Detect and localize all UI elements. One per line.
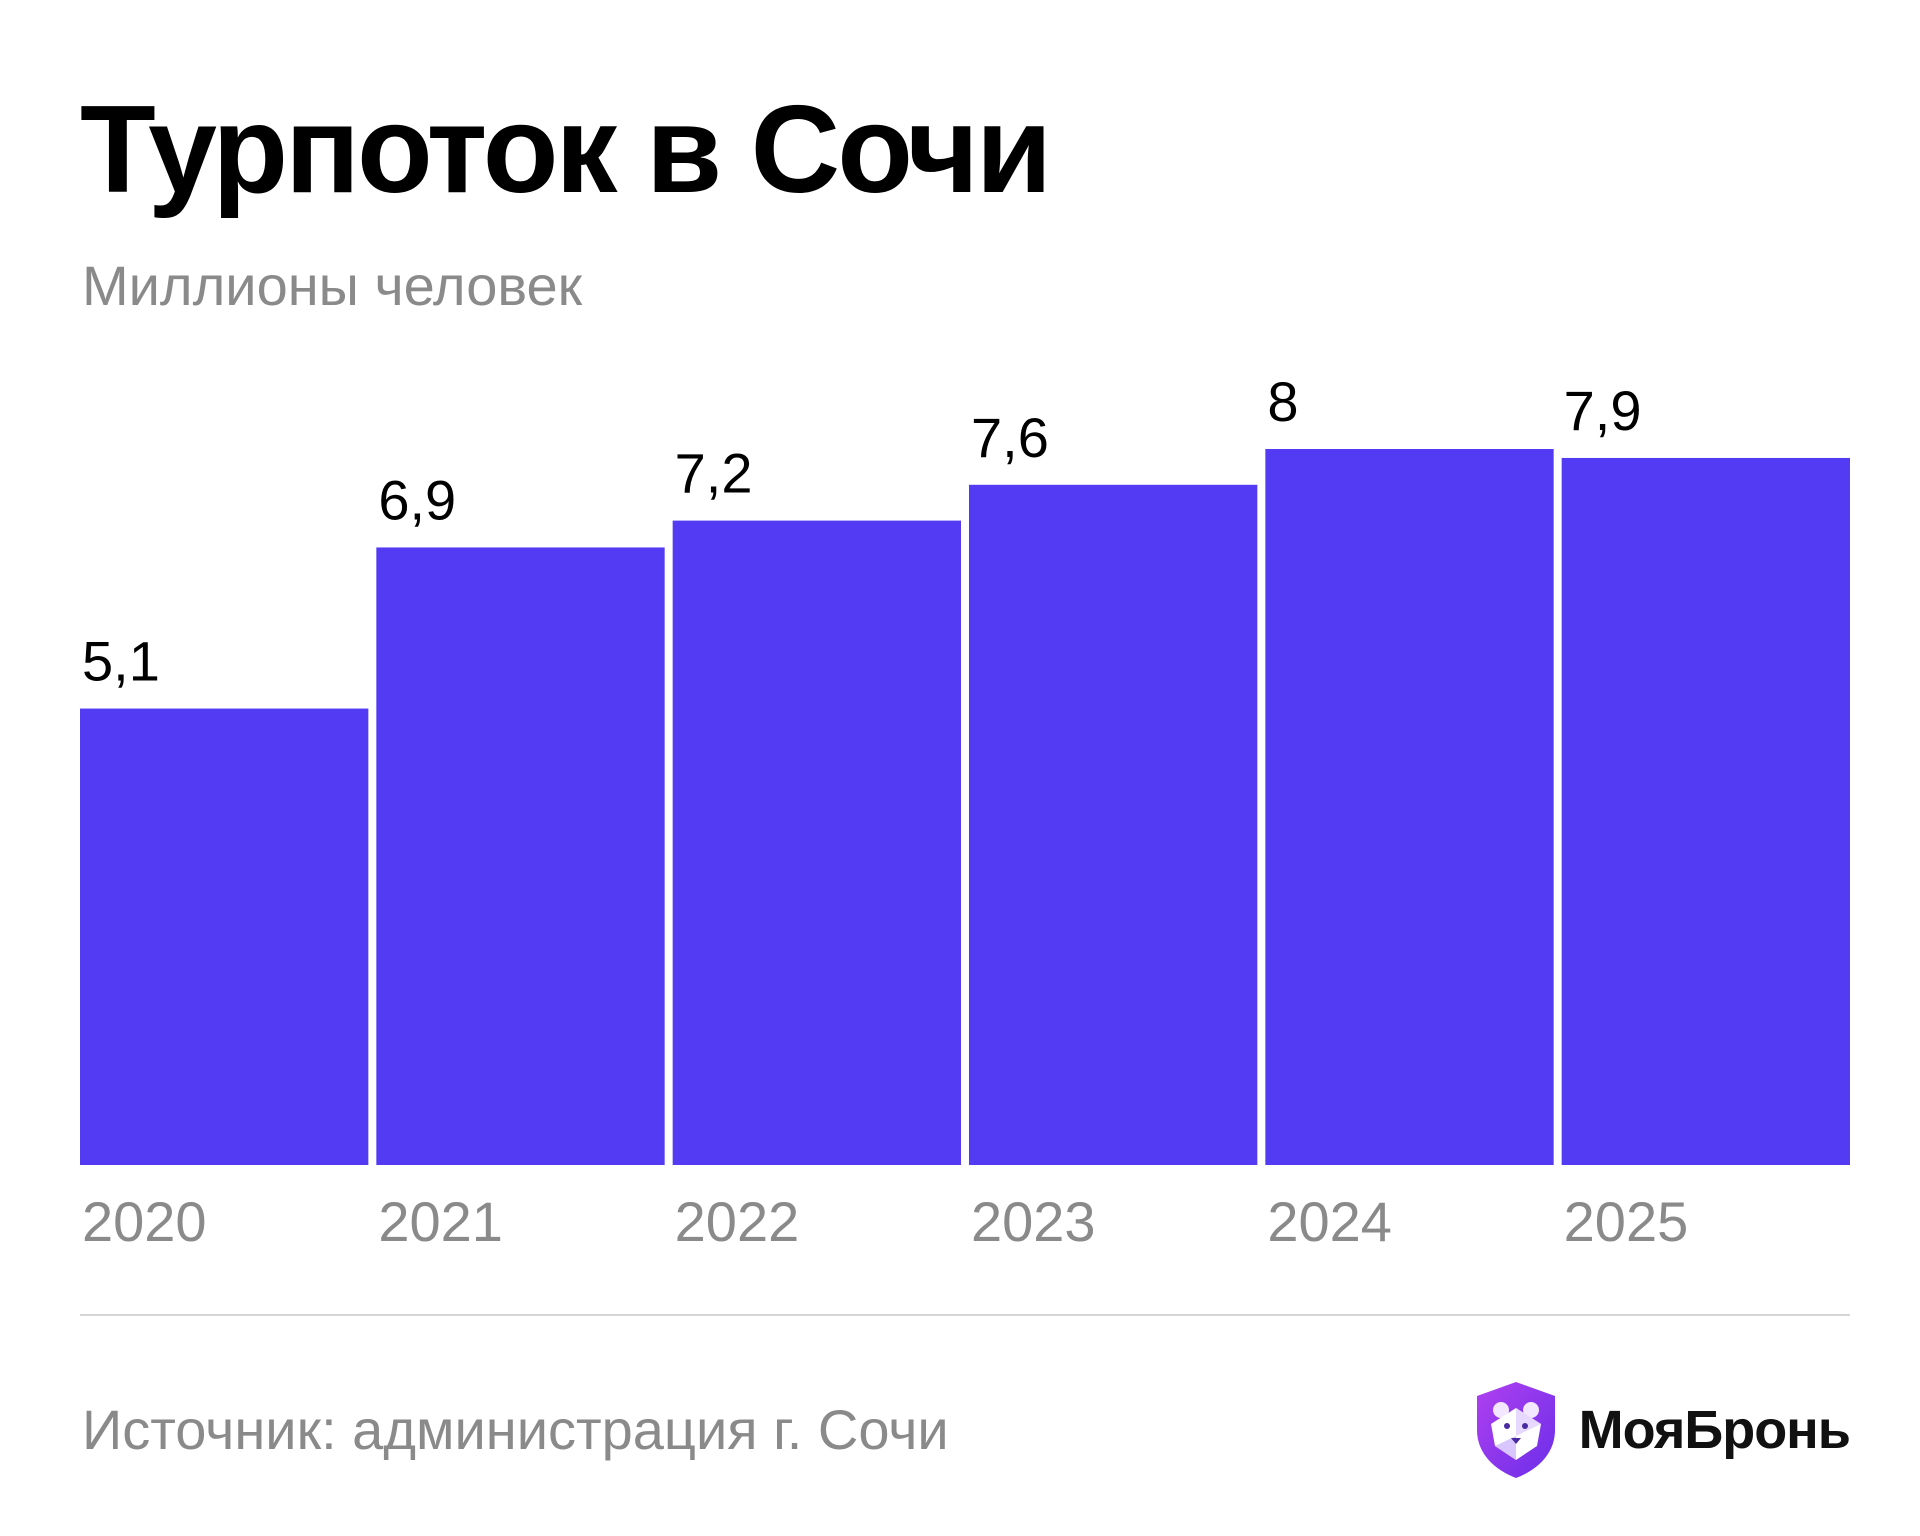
value-label-2025: 7,9: [1564, 379, 1642, 442]
source-note: Источник: администрация г. Сочи: [82, 1398, 949, 1461]
bar-2025: [1561, 457, 1850, 1165]
category-label-2023: 2023: [971, 1190, 1096, 1253]
bar-chart: 5,16,9 7,27,68 7,9 2020 2021 2022 2023 2024 202…: [80, 370, 1850, 1253]
bars-group: [80, 449, 1850, 1165]
bar-2022: [672, 520, 961, 1165]
brand: МояБронь: [1473, 1380, 1851, 1480]
chart-subtitle: Миллионы человек: [82, 254, 583, 317]
value-label-2023: 7,6: [971, 406, 1049, 469]
category-label-2020: 2020: [82, 1190, 207, 1253]
category-labels-group: 2020 2021 2022 2023 2024 2025: [82, 1190, 1688, 1253]
bar-2021: [376, 547, 665, 1165]
value-label-2022: 7,2: [675, 442, 753, 505]
bear-shield-icon: [1476, 1382, 1555, 1478]
bar-2024: [1265, 449, 1554, 1165]
category-label-2025: 2025: [1564, 1190, 1689, 1253]
category-label-2022: 2022: [675, 1190, 800, 1253]
chart-title: Турпоток в Сочи: [80, 81, 1052, 219]
bar-2023: [969, 484, 1258, 1165]
value-label-2024: 8: [1267, 370, 1298, 433]
value-labels-group: 5,1 6,9 7,2 7,6 8 7,9: [82, 370, 1642, 693]
category-label-2024: 2024: [1267, 1190, 1392, 1253]
bar-2020: [80, 708, 369, 1165]
footer-divider: [80, 1314, 1850, 1316]
value-label-2021: 6,9: [378, 468, 456, 531]
value-label-2020: 5,1: [82, 630, 160, 693]
category-label-2021: 2021: [378, 1190, 503, 1253]
brand-name: МояБронь: [1578, 1400, 1851, 1460]
